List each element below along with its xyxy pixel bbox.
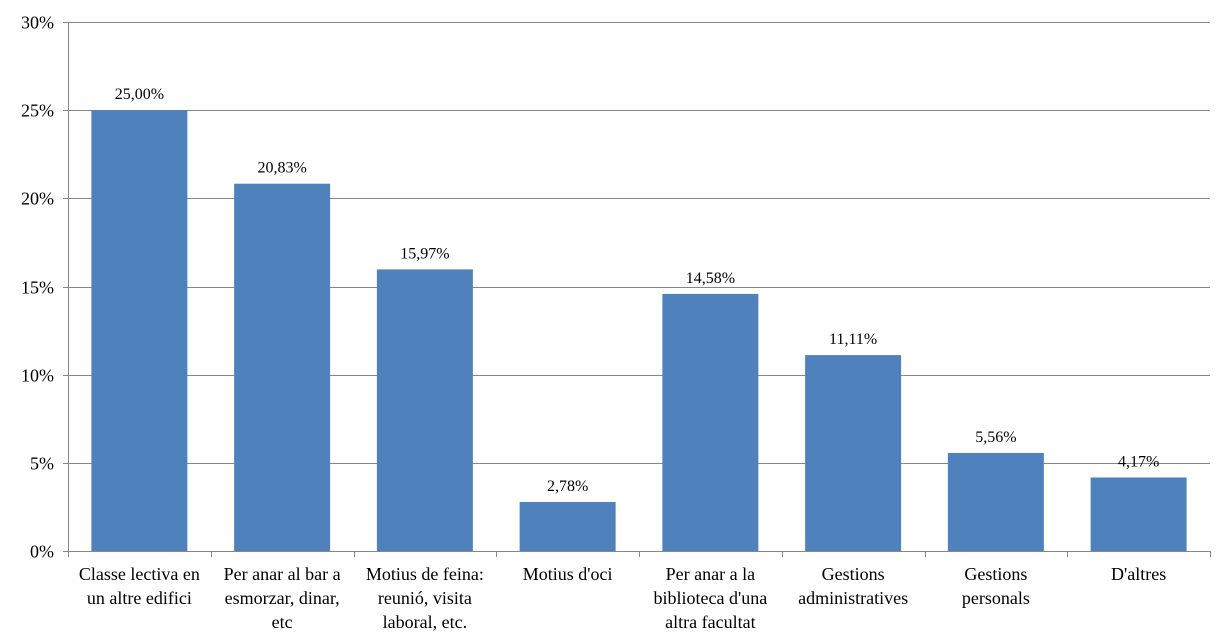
bar [519,501,616,551]
bar [662,293,759,551]
data-label: 11,11% [829,331,877,348]
bar [1090,477,1187,551]
category-label: Motius d'oci [523,564,613,584]
data-label: 15,97% [400,245,449,262]
category-label: D'altres [1111,564,1166,584]
y-tick-label: 30% [21,13,54,33]
category-labels: Classe lectiva en un altre edifici Per ana… [79,564,1166,632]
category-label: Motius de feina: reunió, visita laboral, e… [366,564,484,632]
data-label: 25,00% [115,86,164,103]
data-label: 4,17% [1118,453,1159,470]
category-label: Gestions personals [962,564,1030,608]
category-label: Per anar a la biblioteca d'una altra facul… [654,564,768,632]
category-label: Classe lectiva en un altre edifici [79,564,200,608]
y-tick-label: 0% [30,542,54,562]
bar [805,355,902,551]
data-label: 14,58% [686,270,735,287]
axes [63,22,1211,557]
y-tick-label: 10% [21,366,54,386]
data-label: 20,83% [257,160,306,177]
bar [376,269,473,551]
bar [947,452,1044,551]
bars [91,110,1187,552]
data-labels: 25,00% 20,83% 15,97% 2,78% 14,58% 11,11% 5,56%… [115,86,1160,495]
category-label: Gestions administratives [798,564,908,608]
y-tick-label: 20% [21,189,54,209]
bar [91,110,188,552]
data-label: 5,56% [975,429,1016,446]
y-tick-label: 15% [21,278,54,298]
y-tick-labels: 0% 5% 10% 15% 20% 25% 30% [21,13,54,562]
category-label: Per anar al bar a esmorzar, dinar, etc [224,564,341,632]
y-tick-label: 5% [30,454,54,474]
y-tick-label: 25% [21,101,54,121]
bar [234,183,331,551]
data-label: 2,78% [547,478,588,495]
